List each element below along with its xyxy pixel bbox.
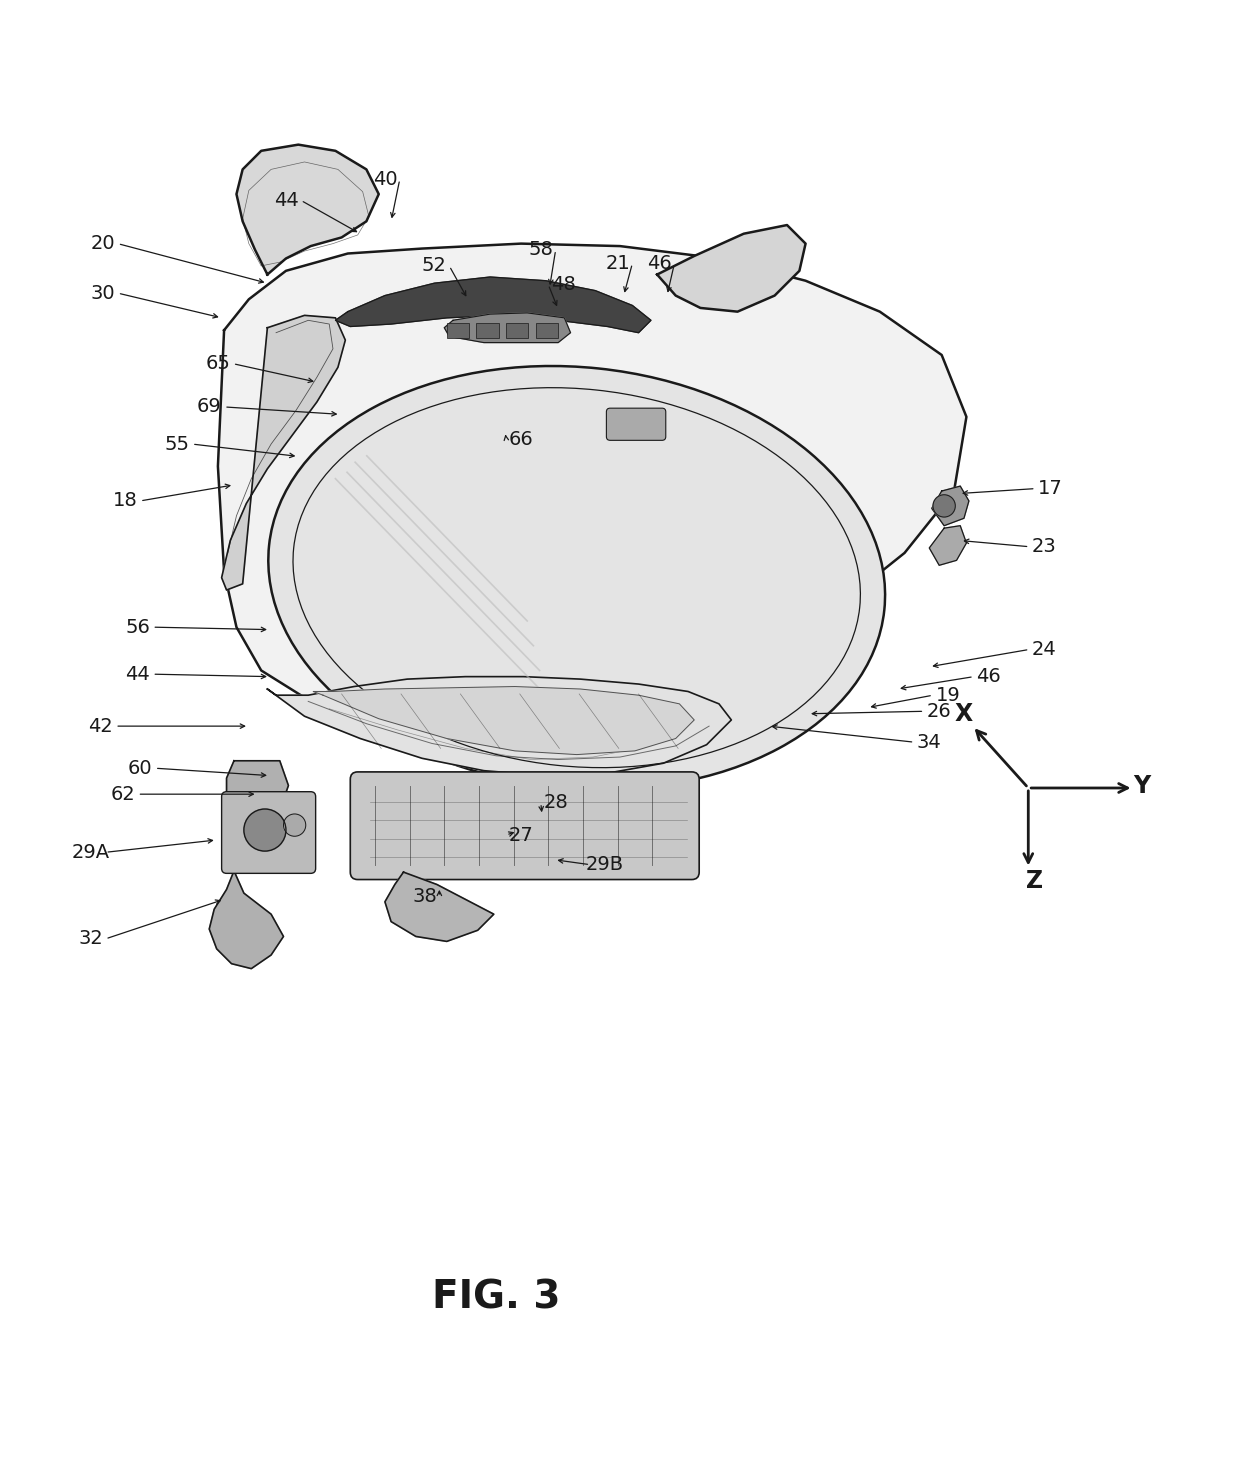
Text: 32: 32 <box>78 929 103 948</box>
Text: 66: 66 <box>508 430 533 449</box>
Text: 30: 30 <box>91 284 115 303</box>
Bar <box>506 323 528 338</box>
Text: 46: 46 <box>976 668 1001 687</box>
Text: 44: 44 <box>125 665 150 684</box>
FancyBboxPatch shape <box>606 408 666 440</box>
Text: 55: 55 <box>165 434 190 453</box>
Text: 48: 48 <box>551 275 575 294</box>
Text: 65: 65 <box>206 354 231 374</box>
Text: X: X <box>955 702 973 725</box>
Text: 38: 38 <box>412 888 436 907</box>
Text: 62: 62 <box>110 784 135 803</box>
Polygon shape <box>222 316 345 589</box>
Text: 52: 52 <box>422 257 446 275</box>
Text: 17: 17 <box>1038 479 1063 498</box>
Text: 27: 27 <box>508 826 533 845</box>
Text: 34: 34 <box>916 733 941 752</box>
Polygon shape <box>314 687 694 755</box>
Polygon shape <box>210 871 284 969</box>
Text: 23: 23 <box>1032 538 1056 557</box>
Text: 18: 18 <box>113 492 138 511</box>
Polygon shape <box>657 225 806 312</box>
FancyBboxPatch shape <box>350 772 699 879</box>
Bar <box>476 323 498 338</box>
Text: 58: 58 <box>528 241 553 260</box>
Text: 69: 69 <box>197 397 222 417</box>
Circle shape <box>932 495 955 517</box>
Text: FIG. 3: FIG. 3 <box>432 1279 560 1316</box>
Bar <box>536 323 558 338</box>
Text: 19: 19 <box>935 685 960 705</box>
Polygon shape <box>931 486 968 526</box>
Text: 20: 20 <box>91 235 115 253</box>
Bar <box>446 323 469 338</box>
Text: 56: 56 <box>125 617 150 637</box>
Text: Z: Z <box>1025 868 1043 892</box>
Text: 29B: 29B <box>587 855 624 874</box>
Text: 29A: 29A <box>72 843 109 861</box>
Polygon shape <box>444 313 570 343</box>
Circle shape <box>284 814 306 836</box>
Ellipse shape <box>268 366 885 789</box>
Polygon shape <box>384 871 494 941</box>
Text: 21: 21 <box>605 254 630 273</box>
Text: 46: 46 <box>647 254 672 273</box>
Polygon shape <box>929 526 966 566</box>
Text: 24: 24 <box>1032 640 1056 659</box>
Text: 40: 40 <box>372 170 397 189</box>
Text: 44: 44 <box>274 191 299 210</box>
Polygon shape <box>218 244 966 733</box>
Text: 60: 60 <box>128 759 153 778</box>
Text: Y: Y <box>1133 774 1151 798</box>
Text: 42: 42 <box>88 716 113 736</box>
Text: 26: 26 <box>926 702 951 721</box>
Polygon shape <box>237 145 378 275</box>
Polygon shape <box>336 278 651 332</box>
FancyBboxPatch shape <box>222 792 316 873</box>
Text: 28: 28 <box>543 793 568 812</box>
Circle shape <box>244 809 286 851</box>
Polygon shape <box>268 676 732 775</box>
Polygon shape <box>227 761 289 823</box>
